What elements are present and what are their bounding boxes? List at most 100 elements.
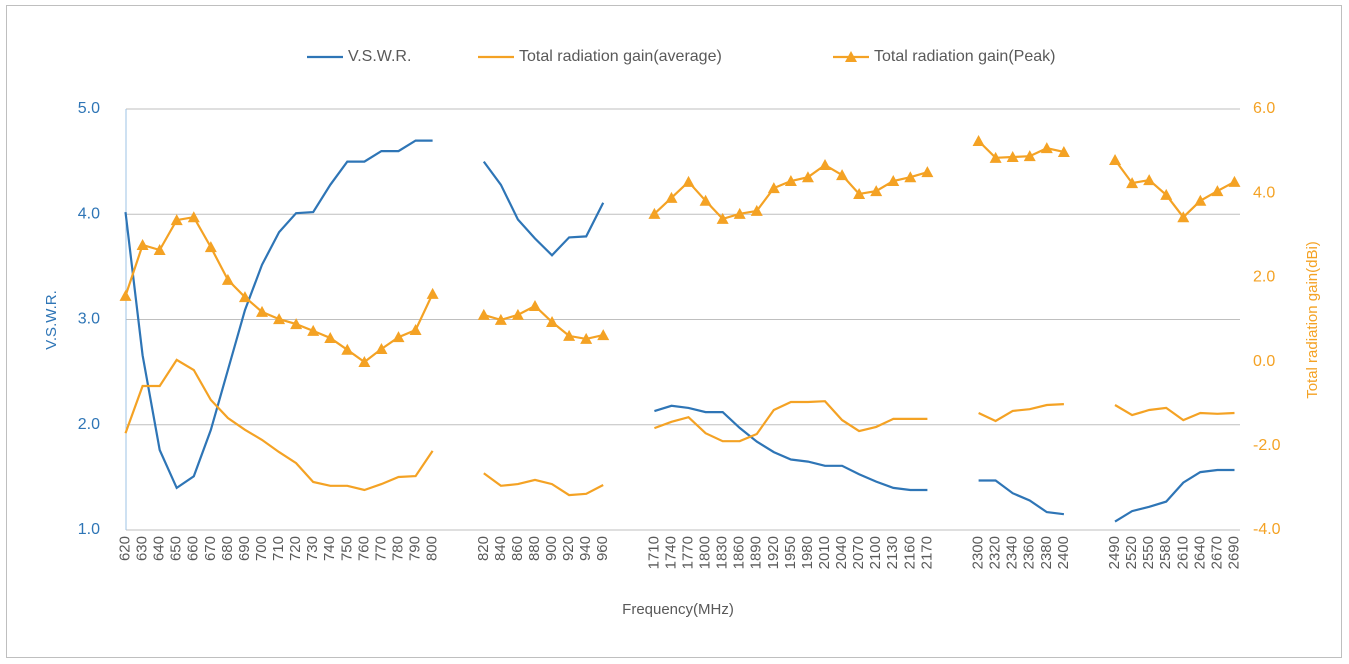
x-tick-label: 740 (321, 536, 338, 561)
point-marker (1143, 174, 1156, 186)
point-marker (170, 214, 183, 226)
point-marker (989, 151, 1002, 163)
point-marker (1023, 150, 1036, 162)
x-tick-label: 2690 (1225, 536, 1242, 569)
x-tick-label: 1740 (662, 536, 679, 569)
x-tick-label: 860 (509, 536, 526, 561)
x-tick-label: 720 (287, 536, 304, 561)
x-tick-label: 680 (219, 536, 236, 561)
x-tick-label: 960 (594, 536, 611, 561)
point-marker (324, 332, 337, 344)
x-tick-label: 900 (543, 536, 560, 561)
chart-frame (6, 5, 1342, 658)
x-tick-label: 820 (475, 536, 492, 561)
x-tick-label: 2170 (918, 536, 935, 569)
x-tick-label: 2640 (1191, 536, 1208, 569)
legend-label: Total radiation gain(average) (519, 48, 722, 65)
point-marker (682, 175, 695, 187)
x-tick-label: 790 (407, 536, 424, 561)
point-marker (494, 313, 507, 325)
x-tick-label: 2580 (1157, 536, 1174, 569)
point-marker (1126, 177, 1139, 189)
x-tick-label: 650 (168, 536, 185, 561)
point-marker (256, 305, 269, 317)
x-tick-label: 880 (526, 536, 543, 561)
point-marker (1057, 145, 1070, 157)
x-tick-label: 1950 (782, 536, 799, 569)
y-tick-label: 2.0 (78, 416, 100, 433)
point-marker (511, 308, 524, 320)
x-tick-label: 2550 (1140, 536, 1157, 569)
point-marker (187, 211, 200, 223)
x-tick-label: 920 (560, 536, 577, 561)
x-tick-label: 2320 (987, 536, 1004, 569)
y2-tick-label: 2.0 (1253, 269, 1275, 286)
x-tick-label: 620 (116, 536, 133, 561)
x-tick-label: 2100 (867, 536, 884, 569)
x-tick-label: 2130 (884, 536, 901, 569)
point-marker (375, 342, 388, 354)
x-tick-label: 750 (338, 536, 355, 561)
point-marker (699, 194, 712, 206)
y-tick-label: 3.0 (78, 311, 100, 328)
point-marker (119, 289, 132, 301)
x-tick-label: 2670 (1208, 536, 1225, 569)
x-tick-label: 940 (577, 536, 594, 561)
point-marker (136, 238, 149, 250)
x-tick-label: 670 (202, 536, 219, 561)
point-marker (563, 329, 576, 341)
point-marker (597, 329, 610, 341)
series-line (124, 358, 1235, 497)
x-tick-label: 630 (134, 536, 151, 561)
point-marker (546, 316, 559, 328)
x-tick-label: 640 (151, 536, 168, 561)
point-marker (870, 185, 883, 197)
x-tick-label: 2340 (1004, 536, 1021, 569)
x-tick-label: 1770 (679, 536, 696, 569)
point-marker (409, 324, 422, 336)
point-marker (358, 356, 371, 368)
y2-axis-title: Total radiation gain(dBi) (1304, 241, 1321, 399)
point-marker (904, 171, 917, 183)
point-marker (1177, 211, 1190, 223)
point-marker (1006, 150, 1019, 162)
point-marker (767, 182, 780, 194)
y2-tick-label: 6.0 (1253, 100, 1275, 117)
point-marker (665, 191, 678, 203)
legend-label: Total radiation gain(Peak) (874, 48, 1055, 65)
x-tick-label: 660 (185, 536, 202, 561)
y-tick-label: 4.0 (78, 205, 100, 222)
point-marker (1211, 185, 1224, 197)
point-marker (1040, 142, 1053, 154)
point-marker (477, 308, 490, 320)
x-tick-label: 730 (304, 536, 321, 561)
x-tick-label: 1980 (799, 536, 816, 569)
x-tick-label: 1860 (731, 536, 748, 569)
x-tick-label: 1710 (645, 536, 662, 569)
point-marker (580, 332, 593, 344)
x-tick-label: 1920 (765, 536, 782, 569)
x-tick-label: 690 (236, 536, 253, 561)
point-marker (204, 241, 217, 253)
x-tick-label: 2610 (1174, 536, 1191, 569)
x-axis-title: Frequency(MHz) (622, 601, 734, 618)
x-tick-label: 1830 (714, 536, 731, 569)
x-tick-label: 1890 (748, 536, 765, 569)
point-marker (273, 313, 286, 325)
y2-tick-label: -4.0 (1253, 521, 1281, 538)
x-tick-label: 2490 (1106, 536, 1123, 569)
x-tick-label: 2160 (901, 536, 918, 569)
point-marker (733, 207, 746, 219)
x-tick-label: 780 (389, 536, 406, 561)
x-tick-label: 710 (270, 536, 287, 561)
point-marker (221, 273, 234, 285)
x-tick-label: 770 (372, 536, 389, 561)
point-marker (750, 204, 763, 216)
x-tick-label: 2070 (850, 536, 867, 569)
x-tick-label: 2520 (1123, 536, 1140, 569)
series-line (124, 139, 1235, 523)
point-marker (1160, 188, 1173, 200)
point-marker (853, 188, 866, 200)
